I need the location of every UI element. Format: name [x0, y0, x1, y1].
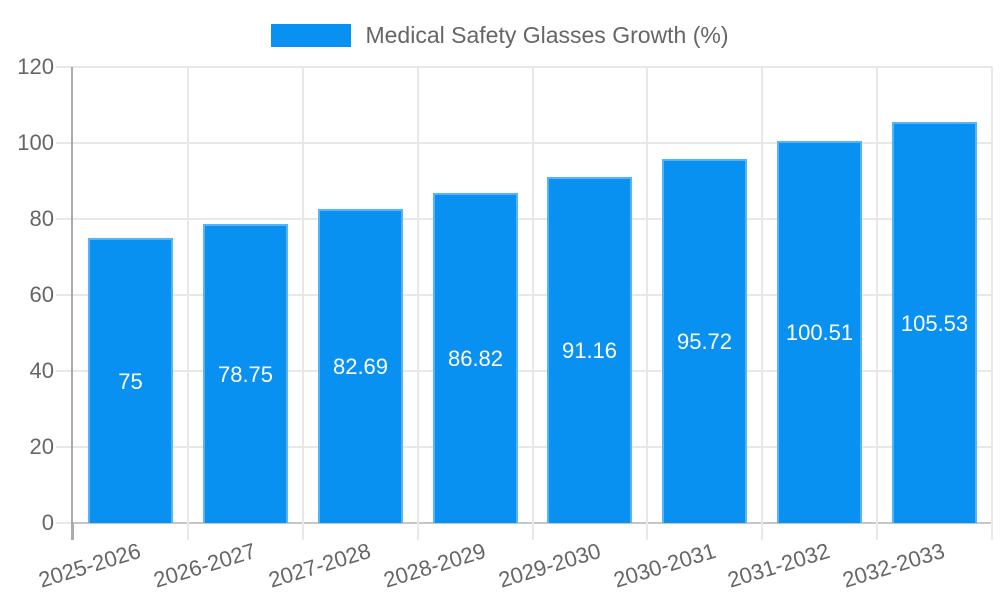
y-tick-label: 100 [17, 130, 54, 155]
bar-2027-2028[interactable]: 82.69 [318, 209, 403, 523]
x-tick-mark [876, 523, 879, 540]
x-tick-label: 2030-2031 [610, 538, 719, 593]
x-tick-mark [531, 523, 534, 540]
bar-2030-2031[interactable]: 95.72 [662, 159, 747, 523]
bar-2025-2026[interactable]: 75 [88, 238, 173, 523]
x-tick-label: 2026-2027 [150, 538, 259, 593]
bar-value-label: 75 [118, 368, 143, 394]
y-axis-line [71, 67, 73, 540]
y-tick-mark [56, 294, 73, 296]
x-tick-label: 2032-2033 [839, 538, 948, 593]
bar-2028-2029[interactable]: 86.82 [433, 193, 518, 523]
x-gridline [301, 67, 304, 523]
bar-value-label: 95.72 [676, 329, 733, 354]
bar-2029-2030[interactable]: 91.16 [547, 177, 632, 523]
y-tick-label: 80 [29, 206, 54, 231]
bar-value-label: 100.51 [785, 320, 854, 345]
bar-value-label: 82.69 [332, 354, 389, 379]
bar-value-label: 86.82 [447, 346, 504, 371]
plot-area: 75 78.75 82.69 86.82 91.16 95.72 100.51 105.53 [73, 66, 993, 524]
x-tick-mark [301, 523, 304, 540]
y-tick-label: 120 [17, 54, 54, 79]
x-tick-mark [416, 523, 419, 540]
y-tick-mark [56, 446, 73, 448]
x-gridline [876, 67, 879, 523]
chart-legend: Medical Safety Glasses Growth (%) [0, 24, 1000, 47]
x-gridline [531, 67, 534, 523]
y-tick-label: 20 [29, 434, 54, 459]
y-tick-mark [56, 66, 73, 68]
bar-value-label: 78.75 [217, 361, 274, 387]
y-tick-mark [56, 218, 73, 220]
legend-item[interactable]: Medical Safety Glasses Growth (%) [271, 22, 729, 48]
y-tick-mark [56, 522, 73, 524]
x-tick-mark [761, 523, 764, 540]
y-tick-label: 60 [29, 282, 54, 307]
x-tick-mark [186, 523, 189, 540]
x-tick-label: 2027-2028 [265, 538, 374, 593]
bar-2032-2033[interactable]: 105.53 [892, 122, 977, 523]
x-gridline [186, 67, 189, 523]
legend-swatch-icon [271, 24, 352, 47]
x-gridline [646, 67, 649, 523]
x-gridline [761, 67, 764, 523]
bar-value-label: 105.53 [900, 310, 969, 336]
x-tick-label: 2025-2026 [35, 538, 144, 593]
y-tick-mark [56, 142, 73, 144]
x-tick-mark [646, 523, 649, 540]
legend-label: Medical Safety Glasses Growth (%) [365, 22, 729, 48]
x-tick-label: 2029-2030 [495, 538, 604, 593]
x-tick-mark [72, 523, 74, 540]
x-gridline [991, 67, 993, 523]
x-tick-label: 2028-2029 [380, 538, 489, 593]
bar-2026-2027[interactable]: 78.75 [203, 224, 288, 523]
y-tick-label: 40 [29, 358, 54, 383]
y-tick-mark [56, 370, 73, 372]
bar-value-label: 91.16 [561, 338, 618, 363]
x-gridline [416, 67, 419, 523]
y-tick-label: 0 [41, 510, 54, 535]
bar-2031-2032[interactable]: 100.51 [777, 141, 862, 523]
x-tick-mark [991, 523, 993, 540]
x-tick-label: 2031-2032 [725, 538, 833, 593]
